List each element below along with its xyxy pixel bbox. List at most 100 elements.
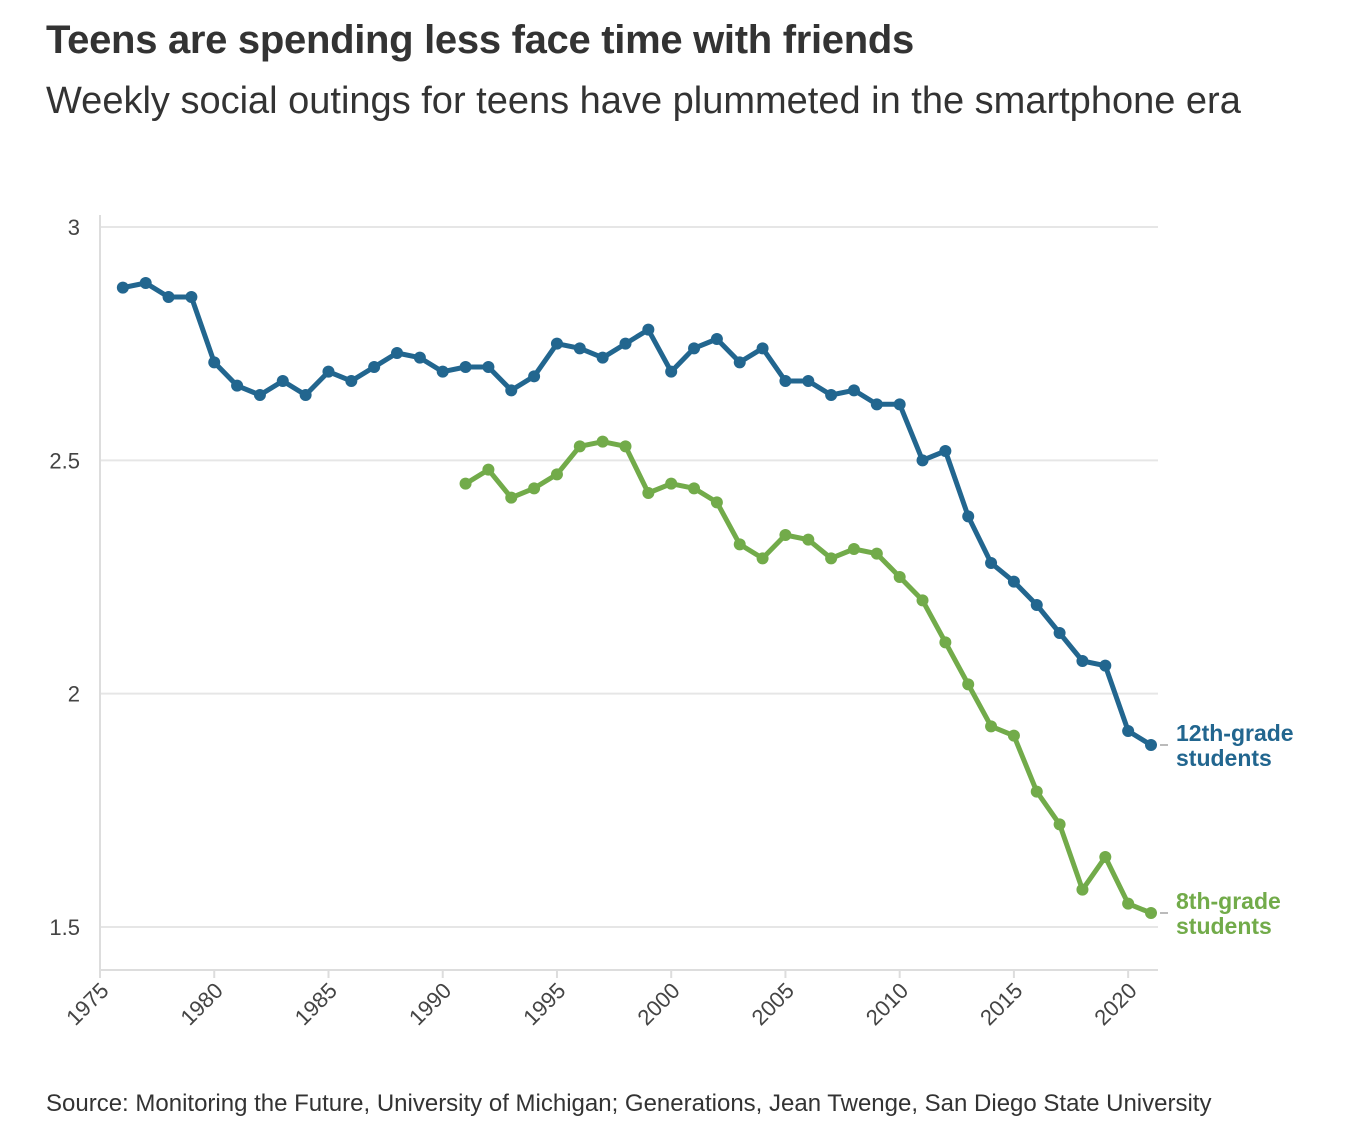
data-point <box>1145 907 1157 919</box>
data-point <box>253 389 266 401</box>
data-point <box>619 440 632 453</box>
x-tick-label: 2020 <box>1089 978 1141 1030</box>
data-point <box>116 281 129 294</box>
data-point <box>413 351 426 364</box>
data-point <box>139 277 152 289</box>
x-tick-label: 2005 <box>747 978 799 1030</box>
y-tick-label: 2 <box>68 682 80 707</box>
data-point <box>916 594 929 607</box>
data-point <box>185 291 198 303</box>
data-point <box>482 463 495 476</box>
source-note: Source: Monitoring the Future, Universit… <box>46 1090 1212 1117</box>
data-point <box>1122 725 1135 737</box>
data-point <box>962 510 975 523</box>
data-point <box>596 435 609 448</box>
data-point <box>299 389 312 401</box>
data-point <box>847 384 860 397</box>
x-tick-label: 1995 <box>518 978 570 1030</box>
data-point <box>1076 655 1089 667</box>
data-point <box>893 398 906 411</box>
data-point <box>573 440 586 453</box>
data-point <box>779 375 792 387</box>
data-point <box>1145 739 1157 751</box>
data-point <box>1099 851 1112 863</box>
grid-lines <box>100 226 1158 928</box>
data-point <box>345 375 358 387</box>
data-point <box>1122 897 1135 910</box>
data-point <box>596 351 609 364</box>
data-point <box>802 533 815 546</box>
series-line <box>120 280 1154 748</box>
data-point <box>939 636 952 649</box>
y-tick-label: 2.5 <box>49 448 80 473</box>
data-point <box>688 482 701 495</box>
data-point <box>276 375 289 387</box>
data-point <box>573 342 586 355</box>
data-point <box>870 398 883 411</box>
x-tick-label: 1980 <box>175 978 227 1030</box>
x-tick-label: 2015 <box>975 978 1027 1030</box>
data-point <box>459 361 472 373</box>
series-line <box>463 439 1154 916</box>
data-point <box>985 720 998 733</box>
data-point <box>688 342 701 355</box>
data-point <box>550 468 563 481</box>
data-point <box>505 491 518 504</box>
series-label: 12th-grade students <box>1176 720 1294 771</box>
data-point <box>1007 729 1020 742</box>
data-point <box>1007 575 1020 588</box>
data-point <box>642 487 655 499</box>
data-point <box>528 370 541 383</box>
data-point <box>756 342 769 355</box>
data-point <box>1053 818 1066 831</box>
data-point <box>802 375 815 387</box>
data-point <box>459 477 472 490</box>
data-point <box>162 291 175 303</box>
data-point <box>368 361 381 373</box>
data-point <box>1030 785 1043 798</box>
data-point <box>1076 883 1089 896</box>
data-point <box>847 543 860 555</box>
data-point <box>665 477 678 490</box>
chart-subtitle: Weekly social outings for teens have plu… <box>46 80 1241 122</box>
data-point <box>231 379 244 392</box>
data-point <box>528 482 541 495</box>
data-point <box>1099 659 1112 672</box>
series-label-line: 12th-grade <box>1176 720 1294 746</box>
axes: 1.5 2 2.5 3 1975 1980 1985 1990 1995 2000 2005 2010… <box>49 215 1158 1030</box>
x-tick-label: 2000 <box>632 978 684 1030</box>
x-tick-label: 1990 <box>404 978 456 1030</box>
data-point <box>916 454 929 467</box>
series-label: 8th-grade students <box>1176 888 1281 939</box>
data-point <box>391 347 404 359</box>
data-point <box>482 361 495 373</box>
data-point <box>779 529 792 541</box>
data-point <box>985 557 998 569</box>
data-point <box>870 547 883 560</box>
data-point <box>939 445 952 457</box>
data-point <box>756 552 769 565</box>
data-point <box>733 538 746 551</box>
y-tick-label: 1.5 <box>49 915 80 940</box>
data-point <box>208 356 221 369</box>
data-point <box>550 337 563 350</box>
data-point <box>642 323 655 336</box>
data-point <box>733 356 746 369</box>
data-point <box>825 552 838 565</box>
data-point <box>710 333 723 345</box>
series <box>116 277 1157 919</box>
x-tick-label: 1985 <box>290 978 342 1030</box>
series-label-line: 8th-grade <box>1176 888 1281 914</box>
data-point <box>893 571 906 583</box>
chart-title: Teens are spending less face time with f… <box>46 18 914 62</box>
data-point <box>1053 627 1066 639</box>
data-point <box>322 365 335 378</box>
y-tick-label: 3 <box>68 215 80 240</box>
data-point <box>505 384 518 397</box>
series-label-line: students <box>1176 745 1272 771</box>
series-label-line: students <box>1176 913 1272 939</box>
data-point <box>962 678 975 691</box>
data-point <box>619 337 632 350</box>
